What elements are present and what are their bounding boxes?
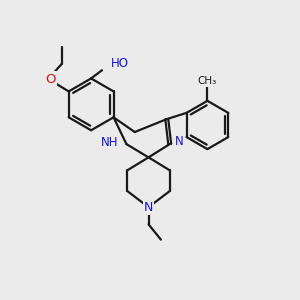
Text: CH₃: CH₃ [198, 76, 217, 86]
Text: HO: HO [111, 57, 129, 70]
Text: N: N [175, 135, 184, 148]
Text: N: N [144, 201, 153, 214]
Text: NH: NH [101, 136, 118, 149]
Text: O: O [45, 73, 56, 85]
